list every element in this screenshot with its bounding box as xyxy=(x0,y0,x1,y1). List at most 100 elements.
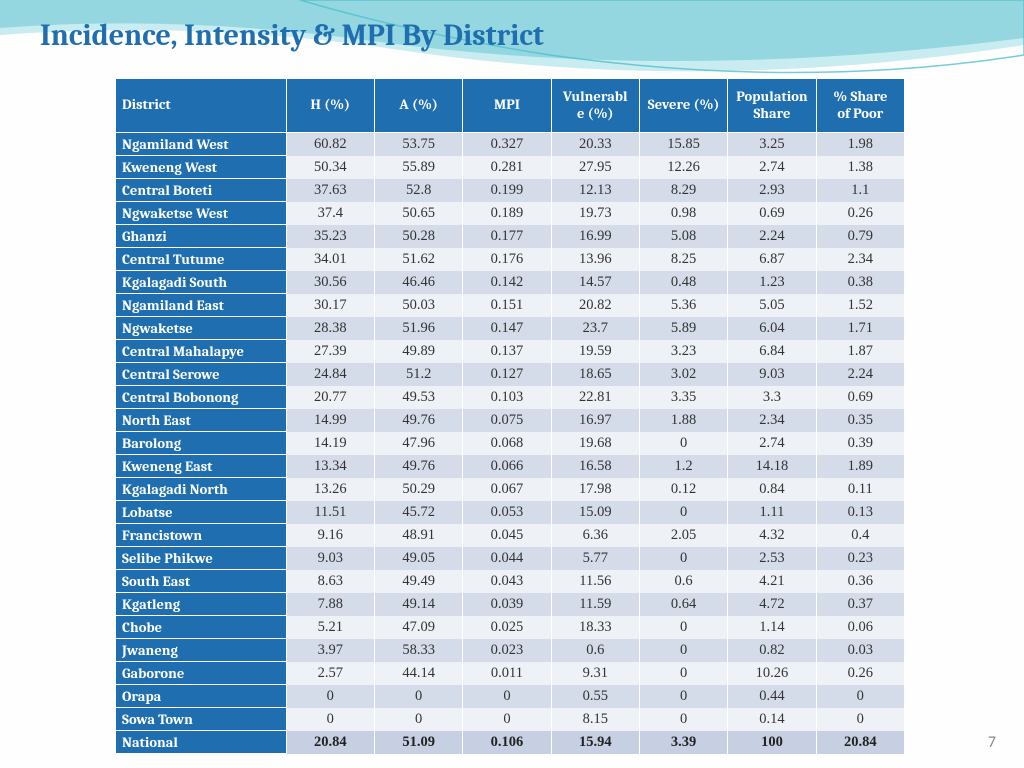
table-row: Central Serowe24.8451.20.12718.653.029.0… xyxy=(116,363,905,386)
data-cell: 0.103 xyxy=(463,386,551,409)
data-cell: 20.82 xyxy=(551,294,639,317)
data-cell: 3.97 xyxy=(286,639,374,662)
data-cell: 55.89 xyxy=(374,156,462,179)
data-cell: 16.99 xyxy=(551,225,639,248)
col-header-severe: Severe (%) xyxy=(639,79,727,133)
data-cell: 50.29 xyxy=(374,478,462,501)
data-cell: 53.75 xyxy=(374,133,462,156)
table-row: Kgatleng7.8849.140.03911.590.644.720.37 xyxy=(116,593,905,616)
data-cell: 50.65 xyxy=(374,202,462,225)
data-cell: 58.33 xyxy=(374,639,462,662)
district-cell: Jwaneng xyxy=(116,639,287,662)
data-cell: 0.26 xyxy=(816,662,904,685)
data-cell: 0.327 xyxy=(463,133,551,156)
table-row: Central Bobonong20.7749.530.10322.813.35… xyxy=(116,386,905,409)
data-cell: 1.89 xyxy=(816,455,904,478)
data-cell: 51.96 xyxy=(374,317,462,340)
data-cell: 4.72 xyxy=(728,593,816,616)
data-cell: 46.46 xyxy=(374,271,462,294)
district-cell: South East xyxy=(116,570,287,593)
data-cell: 0.6 xyxy=(551,639,639,662)
data-cell: 34.01 xyxy=(286,248,374,271)
data-cell: 0.44 xyxy=(728,685,816,708)
data-cell: 0.06 xyxy=(816,616,904,639)
data-cell: 0.64 xyxy=(639,593,727,616)
district-cell: Francistown xyxy=(116,524,287,547)
data-cell: 49.76 xyxy=(374,455,462,478)
data-cell: 60.82 xyxy=(286,133,374,156)
table-row: Kgalagadi North13.2650.290.06717.980.120… xyxy=(116,478,905,501)
data-cell: 49.14 xyxy=(374,593,462,616)
data-cell: 0 xyxy=(639,616,727,639)
data-cell: 51.2 xyxy=(374,363,462,386)
data-cell: 52.8 xyxy=(374,179,462,202)
district-cell: Ngwaketse West xyxy=(116,202,287,225)
data-cell: 44.14 xyxy=(374,662,462,685)
data-cell: 1.2 xyxy=(639,455,727,478)
table-row: Central Boteti37.6352.80.19912.138.292.9… xyxy=(116,179,905,202)
col-header-mpi: MPI xyxy=(463,79,551,133)
data-cell: 19.68 xyxy=(551,432,639,455)
data-cell: 2.34 xyxy=(728,409,816,432)
data-cell: 0.14 xyxy=(728,708,816,731)
data-cell: 0.281 xyxy=(463,156,551,179)
data-cell: 22.81 xyxy=(551,386,639,409)
table-row: Ghanzi35.2350.280.17716.995.082.240.79 xyxy=(116,225,905,248)
col-header-vulnerable: Vulnerable (%) xyxy=(551,79,639,133)
col-header-h: H (%) xyxy=(286,79,374,133)
data-cell: 6.87 xyxy=(728,248,816,271)
data-cell: 100 xyxy=(728,731,816,754)
data-cell: 0.12 xyxy=(639,478,727,501)
data-cell: 0 xyxy=(816,708,904,731)
data-cell: 0.199 xyxy=(463,179,551,202)
page-title: Incidence, Intensity & MPI By District xyxy=(40,18,544,53)
data-cell: 14.18 xyxy=(728,455,816,478)
data-cell: 19.59 xyxy=(551,340,639,363)
table-row: Chobe5.2147.090.02518.3301.140.06 xyxy=(116,616,905,639)
data-cell: 0.35 xyxy=(816,409,904,432)
data-cell: 35.23 xyxy=(286,225,374,248)
data-cell: 30.17 xyxy=(286,294,374,317)
data-cell: 11.59 xyxy=(551,593,639,616)
data-cell: 1.98 xyxy=(816,133,904,156)
district-cell: Central Mahalapye xyxy=(116,340,287,363)
data-cell: 23.7 xyxy=(551,317,639,340)
data-cell: 0.147 xyxy=(463,317,551,340)
data-cell: 37.4 xyxy=(286,202,374,225)
data-cell: 24.84 xyxy=(286,363,374,386)
data-cell: 0.044 xyxy=(463,547,551,570)
mpi-table-container: District H (%) A (%) MPI Vulnerable (%) … xyxy=(115,78,905,754)
data-cell: 0 xyxy=(374,685,462,708)
data-cell: 0.011 xyxy=(463,662,551,685)
data-cell: 0.38 xyxy=(816,271,904,294)
data-cell: 8.15 xyxy=(551,708,639,731)
district-cell: Kgalagadi North xyxy=(116,478,287,501)
data-cell: 0 xyxy=(286,708,374,731)
data-cell: 14.99 xyxy=(286,409,374,432)
data-cell: 15.85 xyxy=(639,133,727,156)
col-header-popshare: PopulationShare xyxy=(728,79,816,133)
data-cell: 5.77 xyxy=(551,547,639,570)
data-cell: 28.38 xyxy=(286,317,374,340)
district-cell: Barolong xyxy=(116,432,287,455)
data-cell: 2.53 xyxy=(728,547,816,570)
data-cell: 1.38 xyxy=(816,156,904,179)
data-cell: 19.73 xyxy=(551,202,639,225)
data-cell: 7.88 xyxy=(286,593,374,616)
district-cell: Ngamiland East xyxy=(116,294,287,317)
data-cell: 5.21 xyxy=(286,616,374,639)
data-cell: 0.106 xyxy=(463,731,551,754)
district-cell: Chobe xyxy=(116,616,287,639)
data-cell: 0.151 xyxy=(463,294,551,317)
data-cell: 0.067 xyxy=(463,478,551,501)
data-cell: 20.77 xyxy=(286,386,374,409)
data-cell: 20.84 xyxy=(816,731,904,754)
data-cell: 0.48 xyxy=(639,271,727,294)
col-header-a: A (%) xyxy=(374,79,462,133)
data-cell: 15.94 xyxy=(551,731,639,754)
data-cell: 1.88 xyxy=(639,409,727,432)
district-cell: Ngamiland West xyxy=(116,133,287,156)
table-row: North East14.9949.760.07516.971.882.340.… xyxy=(116,409,905,432)
district-cell: Central Boteti xyxy=(116,179,287,202)
data-cell: 6.36 xyxy=(551,524,639,547)
